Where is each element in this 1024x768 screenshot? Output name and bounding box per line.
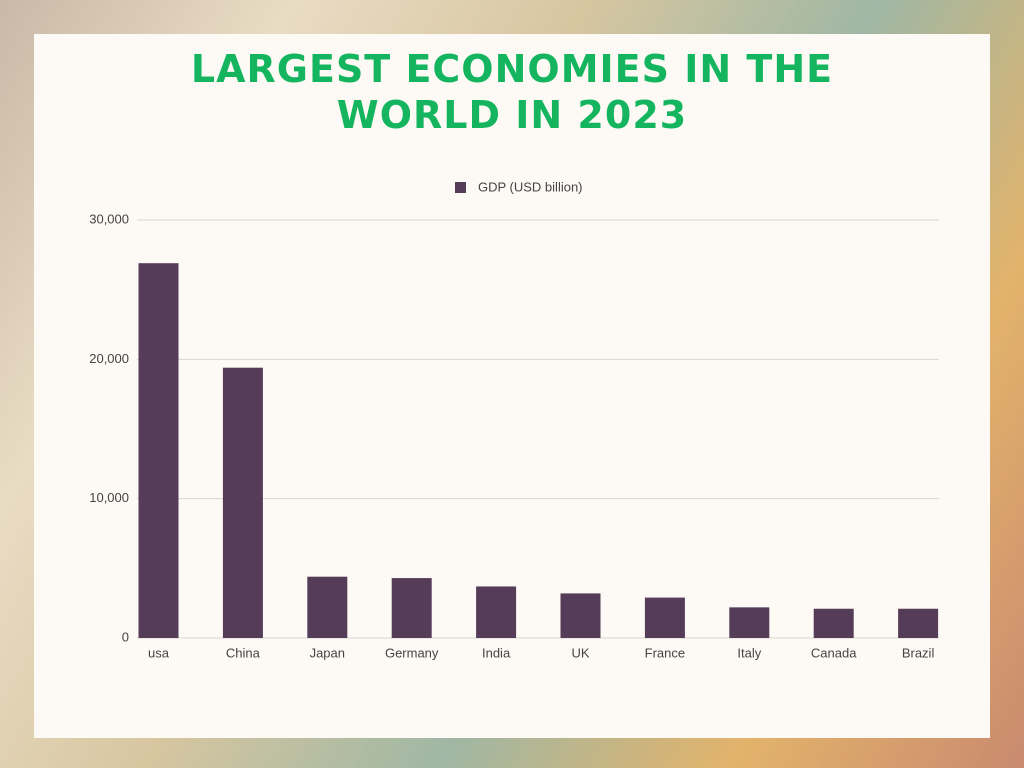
x-tick-label: Germany xyxy=(385,645,439,660)
bar xyxy=(138,263,179,638)
chart-title: LARGEST ECONOMIES IN THE WORLD IN 2023 xyxy=(190,47,834,137)
bar xyxy=(391,578,432,638)
x-tick-label: usa xyxy=(148,645,170,660)
legend-swatch xyxy=(455,182,466,193)
legend-label: GDP (USD billion) xyxy=(478,179,583,194)
bar xyxy=(813,608,854,638)
bar xyxy=(476,586,517,638)
x-tick-label: China xyxy=(226,645,261,660)
x-tick-label: India xyxy=(482,645,511,660)
x-tick-label: Japan xyxy=(310,645,345,660)
x-tick-label: UK xyxy=(571,645,589,660)
y-tick-label: 30,000 xyxy=(89,211,129,226)
x-tick-label: Canada xyxy=(811,645,857,660)
x-tick-label: France xyxy=(645,645,685,660)
bar xyxy=(898,608,939,638)
y-tick-label: 20,000 xyxy=(89,351,129,366)
y-tick-label: 0 xyxy=(122,629,129,644)
bar xyxy=(560,593,601,638)
x-tick-label: Brazil xyxy=(902,645,935,660)
bar xyxy=(729,607,770,638)
bar xyxy=(222,367,263,638)
bar xyxy=(644,597,685,638)
bar xyxy=(307,576,348,638)
x-tick-label: Italy xyxy=(737,645,761,660)
y-tick-label: 10,000 xyxy=(89,490,129,505)
